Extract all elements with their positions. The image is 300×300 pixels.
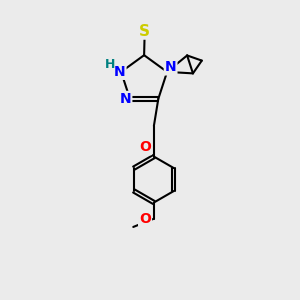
Text: O: O	[139, 140, 151, 154]
Text: N: N	[120, 92, 131, 106]
Text: O: O	[139, 212, 151, 226]
Text: S: S	[139, 23, 150, 38]
Text: H: H	[105, 58, 116, 71]
Text: N: N	[114, 65, 125, 79]
Text: N: N	[165, 61, 176, 74]
